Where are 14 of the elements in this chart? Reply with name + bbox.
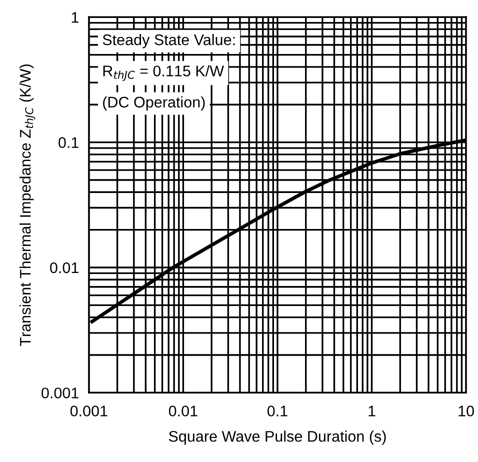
- annotation: (DC Operation): [103, 96, 205, 111]
- x-axis-title: Square Wave Pulse Duration (s): [168, 430, 386, 445]
- y-tick-label: 0.001: [42, 388, 78, 398]
- x-tick-label: 0.001: [70, 406, 108, 416]
- annotation: Steady State Value:: [102, 34, 235, 48]
- y-tick-label: 0.1: [58, 137, 78, 148]
- annotation: R$_{thJC}$ = 0.115 K/W: [103, 65, 224, 81]
- y-tick-label: 0.01: [50, 262, 78, 274]
- y-tick-label: 1: [72, 12, 78, 23]
- x-tick-label: 1: [368, 406, 376, 416]
- x-tick-label: 0.1: [267, 406, 288, 416]
- y-axis-title: Transient Thermal Impedance Z$_{thJC}$ (K/W): [20, 64, 36, 346]
- x-tick-label: 0.01: [168, 406, 198, 416]
- x-tick-label: 10: [458, 406, 474, 416]
